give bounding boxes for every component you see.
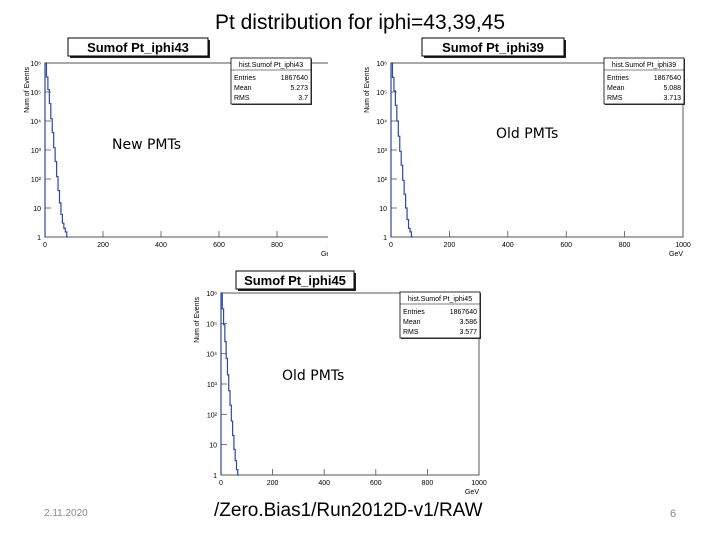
title-box (235, 270, 355, 290)
annotation-old-pmts-iphi45: Old PMTs (282, 368, 345, 384)
title-box (67, 37, 209, 57)
stats-label: Entries (607, 75, 629, 82)
x-tick-label: 1000 (471, 480, 487, 487)
y-tick-label: 10² (207, 412, 218, 419)
x-tick-label: 0 (43, 242, 47, 249)
y-tick-label: 10⁵ (376, 90, 387, 97)
y-tick-label: 10 (33, 206, 41, 213)
title-box (421, 37, 565, 57)
histogram-iphi43-svg: 1 10 10² 10³ 10⁴ 10⁵ 10⁶ 0 200 400 600 800 1000 GeV Nu… (24, 37, 328, 258)
stats-label: Mean (403, 319, 421, 326)
stats-value: 3.7 (298, 95, 308, 102)
stats-label: RMS (607, 95, 623, 102)
histogram-iphi39-svg: 1 10 10² 10³ 10⁴ 10⁵ 10⁶ 0 200 400 600 800 1000 GeV Nu… (364, 37, 691, 258)
y-tick-label: 10 (379, 206, 387, 213)
stats-name: hist.Sumof Pt_iphi39 (612, 62, 676, 69)
stats-box (603, 57, 685, 105)
stats-value: 1867640 (654, 75, 681, 82)
stats-label: RMS (403, 329, 419, 336)
stats-label: Mean (234, 85, 252, 92)
slide-title: Pt distribution for iphi=43,39,45 (214, 11, 506, 34)
x-tick-label: 0 (389, 242, 393, 249)
y-tick-label: 10⁵ (206, 321, 217, 328)
histogram-series (220, 292, 240, 476)
stats-name: hist.Sumof Pt_iphi45 (408, 296, 472, 303)
stats-label: RMS (234, 95, 250, 102)
y-tick-label: 10³ (207, 382, 218, 389)
histogram-iphi45-svg: 1 10 10² 10³ 10⁴ 10⁵ 10⁶ 0 200 400 600 800 1000 GeV Nu… (194, 270, 487, 496)
stats-value: 3.586 (459, 319, 477, 326)
stats-value: 1867640 (281, 75, 308, 82)
x-tick-label: 400 (502, 242, 514, 249)
chart-title: Sumof Pt_iphi45 (244, 273, 346, 288)
x-axis-label: GeV (669, 251, 683, 258)
histogram-iphi39: 1 10 10² 10³ 10⁴ 10⁵ 10⁶ 0 200 400 600 800 1000 GeV Nu… (360, 36, 696, 258)
x-tick-label: 600 (213, 242, 225, 249)
y-tick-label: 1 (213, 473, 217, 480)
y-tick-label: 10⁶ (376, 61, 387, 68)
stats-name: hist.Sumof Pt_iphi43 (239, 62, 303, 69)
stats-label: Mean (607, 85, 625, 92)
y-tick-label: 10⁶ (206, 291, 217, 298)
annotation-new-pmts: New PMTs (112, 137, 182, 153)
y-tick-label: 10² (377, 177, 388, 184)
y-tick-label: 10 (209, 443, 217, 450)
annotation-old-pmts-iphi39: Old PMTs (496, 126, 559, 142)
footer-date: 2.11.2020 (44, 508, 88, 519)
x-tick-label: 400 (155, 242, 167, 249)
x-tick-label: 1000 (327, 242, 328, 249)
stats-box (230, 57, 312, 105)
x-tick-label: 800 (619, 242, 631, 249)
y-tick-label: 10⁴ (30, 119, 41, 126)
chart-title: Sumof Pt_iphi39 (442, 40, 544, 55)
stats-value: 3.713 (663, 95, 681, 102)
x-tick-label: 200 (267, 480, 279, 487)
y-axis-label: Num of Events (194, 297, 201, 343)
footer-path: /Zero.Bias1/Run2012D-v1/RAW (214, 500, 483, 521)
x-axis-label: GeV (321, 251, 328, 258)
x-tick-label: 600 (370, 480, 382, 487)
stats-label: Entries (234, 75, 256, 82)
stats-box (399, 291, 481, 339)
y-tick-label: 10⁵ (30, 90, 41, 97)
y-tick-label: 10³ (31, 148, 42, 155)
x-tick-label: 600 (560, 242, 572, 249)
y-axis-label: Num of Events (364, 67, 371, 113)
stats-label: Entries (403, 309, 425, 316)
stats-value: 1867640 (450, 309, 477, 316)
histogram-iphi45: 1 10 10² 10³ 10⁴ 10⁵ 10⁶ 0 200 400 600 800 1000 GeV Nu… (190, 268, 488, 498)
y-axis-label: Num of Events (24, 67, 31, 113)
page-number: 6 (670, 508, 677, 520)
histogram-series (390, 62, 413, 238)
chart-title: Sumof Pt_iphi43 (87, 40, 189, 55)
x-tick-label: 1000 (675, 242, 691, 249)
x-tick-label: 800 (271, 242, 283, 249)
stats-value: 3.577 (459, 329, 477, 336)
y-tick-label: 10² (31, 177, 42, 184)
x-tick-label: 200 (97, 242, 109, 249)
x-tick-label: 800 (422, 480, 434, 487)
histogram-iphi43: 1 10 10² 10³ 10⁴ 10⁵ 10⁶ 0 200 400 600 800 1000 GeV Nu… (20, 36, 328, 258)
stats-value: 5.088 (663, 85, 681, 92)
y-tick-label: 1 (37, 235, 41, 242)
y-tick-label: 10³ (377, 148, 388, 155)
histogram-series (44, 62, 69, 238)
x-tick-label: 200 (444, 242, 456, 249)
y-tick-label: 1 (383, 235, 387, 242)
y-tick-label: 10⁶ (30, 61, 41, 68)
x-tick-label: 0 (219, 480, 223, 487)
stats-value: 5.273 (290, 85, 308, 92)
y-tick-label: 10⁴ (206, 352, 217, 359)
x-axis-label: GeV (465, 489, 479, 496)
y-tick-label: 10⁴ (376, 119, 387, 126)
x-tick-label: 400 (318, 480, 330, 487)
